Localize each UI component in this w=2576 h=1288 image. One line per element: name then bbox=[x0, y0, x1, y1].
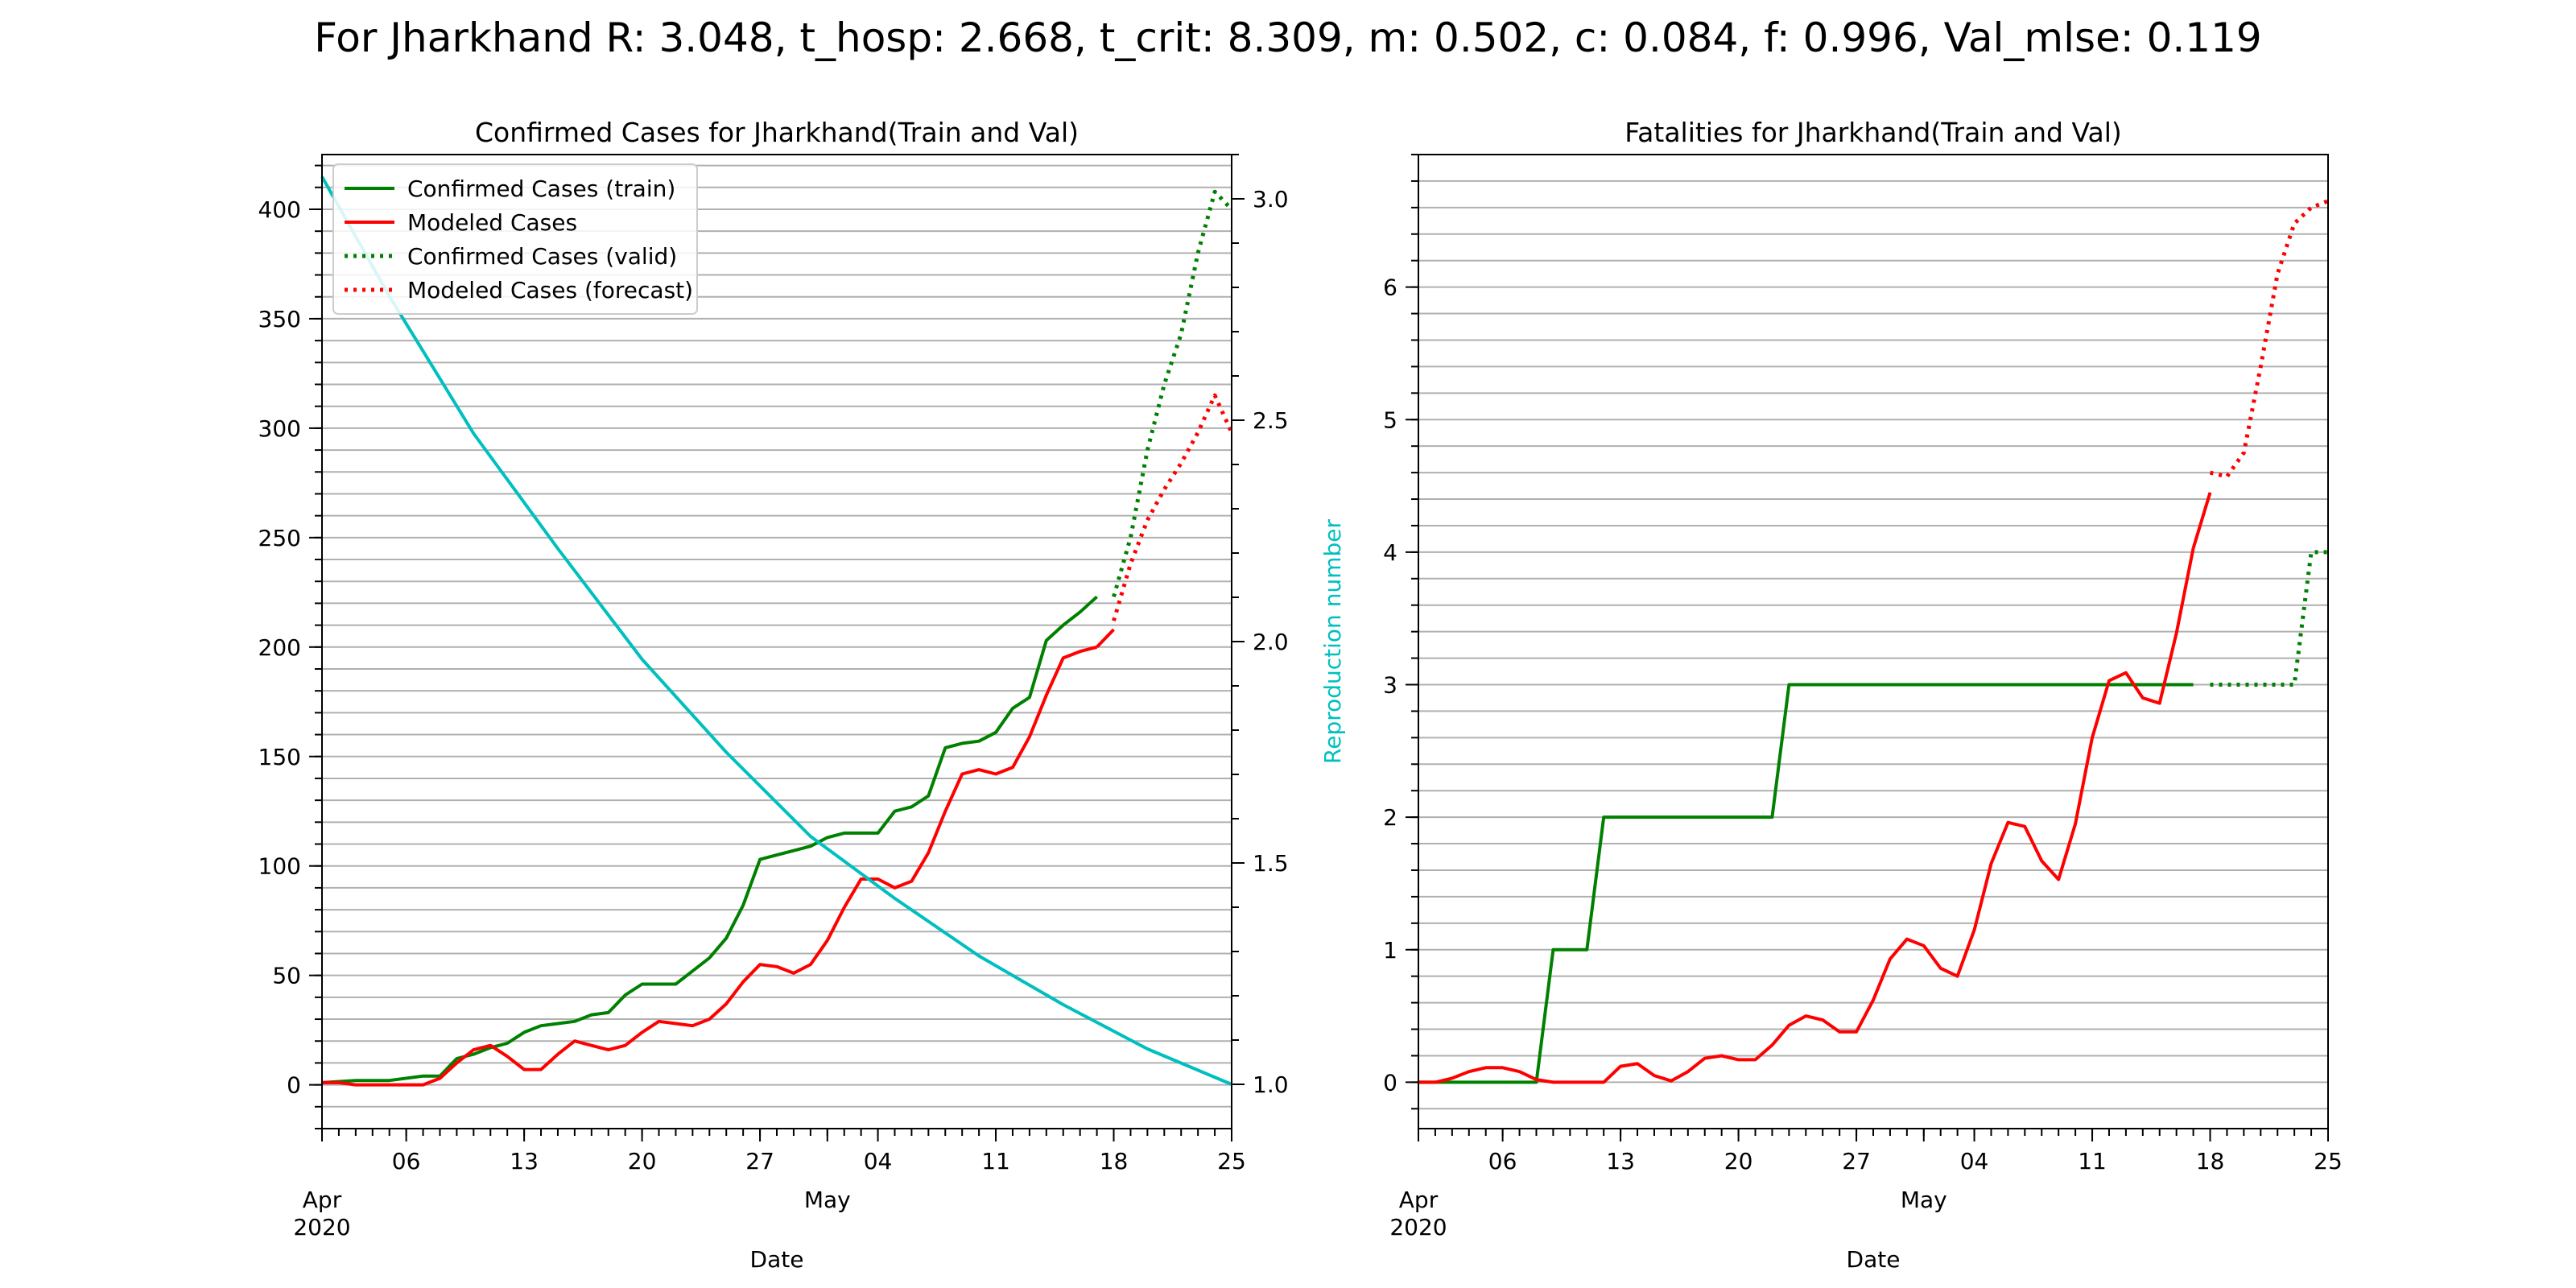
y2-tick-label: 1.5 bbox=[1253, 850, 1289, 877]
y-tick-label: 250 bbox=[258, 525, 301, 551]
y-tick-label: 100 bbox=[258, 853, 301, 880]
y-tick-label: 1 bbox=[1383, 937, 1397, 964]
x-tick-label: May bbox=[804, 1187, 851, 1213]
x-tick-label: Apr bbox=[1399, 1187, 1439, 1213]
y-tick-label: 2 bbox=[1383, 804, 1397, 831]
y-tick-label: 300 bbox=[258, 415, 301, 442]
series-line-modeled-cases bbox=[1418, 547, 2195, 1084]
y-tick-label: 150 bbox=[258, 744, 301, 770]
x-tick-label: 25 bbox=[1217, 1148, 1246, 1174]
x-axis-label: Date bbox=[1847, 1246, 1901, 1273]
x-tick-label: 27 bbox=[1842, 1148, 1871, 1174]
x-tick-label: 20 bbox=[1724, 1148, 1753, 1174]
legend: Confirmed Cases (train) Modeled Cases Conf… bbox=[332, 163, 698, 315]
legend-box bbox=[332, 163, 698, 315]
x-tick-label: May bbox=[1901, 1187, 1947, 1213]
series-line-modeled-cases-forecast bbox=[2209, 199, 2329, 479]
x-tick-label: 18 bbox=[1100, 1148, 1129, 1174]
x-tick-label: 27 bbox=[745, 1148, 774, 1174]
x-tick-label: 04 bbox=[864, 1148, 893, 1174]
plot-frame bbox=[321, 154, 1232, 1129]
x-tick-label: 13 bbox=[1606, 1148, 1635, 1174]
series-line-modeled-cases bbox=[322, 645, 1098, 1087]
y-tick-label: 3 bbox=[1383, 672, 1397, 699]
series-line-confirmed-cases-train bbox=[1418, 683, 2194, 1084]
legend-entry-label: Confirmed Cases (valid) bbox=[407, 243, 677, 270]
x-tick-label: 2020 bbox=[293, 1214, 350, 1241]
x-axis-label: Date bbox=[750, 1246, 804, 1273]
x-tick-label: Apr bbox=[303, 1187, 342, 1213]
x-tick-label: 06 bbox=[392, 1148, 421, 1174]
y2-tick-label: 3.0 bbox=[1253, 186, 1289, 213]
chart-title: Fatalities for Jharkhand(Train and Val) bbox=[1624, 117, 2122, 148]
plot-frame bbox=[1418, 154, 2329, 1129]
x-tick-label: 25 bbox=[2314, 1148, 2343, 1174]
y-tick-label: 0 bbox=[1383, 1069, 1397, 1096]
x-tick-label: 13 bbox=[510, 1148, 539, 1174]
x-tick-label: 11 bbox=[981, 1148, 1010, 1174]
x-tick-label: 20 bbox=[628, 1148, 657, 1174]
y2-axis-label: Reproduction number bbox=[1319, 519, 1346, 764]
legend-entry-label: Modeled Cases (forecast) bbox=[407, 277, 693, 303]
y-tick-label: 6 bbox=[1383, 275, 1397, 301]
x-tick-label: 2020 bbox=[1389, 1214, 1447, 1241]
chart-title: Confirmed Cases for Jharkhand(Train and … bbox=[475, 117, 1079, 148]
y-tick-label: 4 bbox=[1383, 539, 1397, 566]
series-line-confirmed-cases-train bbox=[321, 595, 1098, 1084]
legend-entry-label: Modeled Cases bbox=[407, 209, 577, 236]
y-tick-label: 50 bbox=[272, 963, 301, 989]
y-tick-label: 350 bbox=[258, 306, 301, 332]
x-tick-label: 11 bbox=[2078, 1148, 2107, 1174]
y-tick-label: 5 bbox=[1383, 407, 1397, 433]
x-tick-label: 04 bbox=[1960, 1148, 1989, 1174]
y-tick-label: 0 bbox=[287, 1072, 301, 1099]
series-line-confirmed-cases-valid bbox=[2210, 550, 2328, 687]
series-line-modeled-cases-forecast bbox=[1112, 393, 1234, 621]
series-line-modeled-cases bbox=[1096, 628, 1115, 649]
figure-suptitle: For Jharkhand R: 3.048, t_hosp: 2.668, t… bbox=[314, 14, 2262, 61]
x-tick-label: 18 bbox=[2196, 1148, 2225, 1174]
series-line-modeled-cases bbox=[2191, 492, 2212, 549]
y-tick-label: 400 bbox=[258, 196, 301, 223]
legend-entry-label: Confirmed Cases (train) bbox=[407, 175, 675, 202]
y2-tick-label: 1.0 bbox=[1253, 1071, 1289, 1098]
y-tick-label: 200 bbox=[258, 634, 301, 661]
x-tick-label: 06 bbox=[1488, 1148, 1517, 1174]
y2-tick-label: 2.0 bbox=[1253, 629, 1289, 655]
y2-tick-label: 2.5 bbox=[1253, 407, 1289, 434]
series-line-reproduction-number bbox=[320, 175, 1232, 1086]
